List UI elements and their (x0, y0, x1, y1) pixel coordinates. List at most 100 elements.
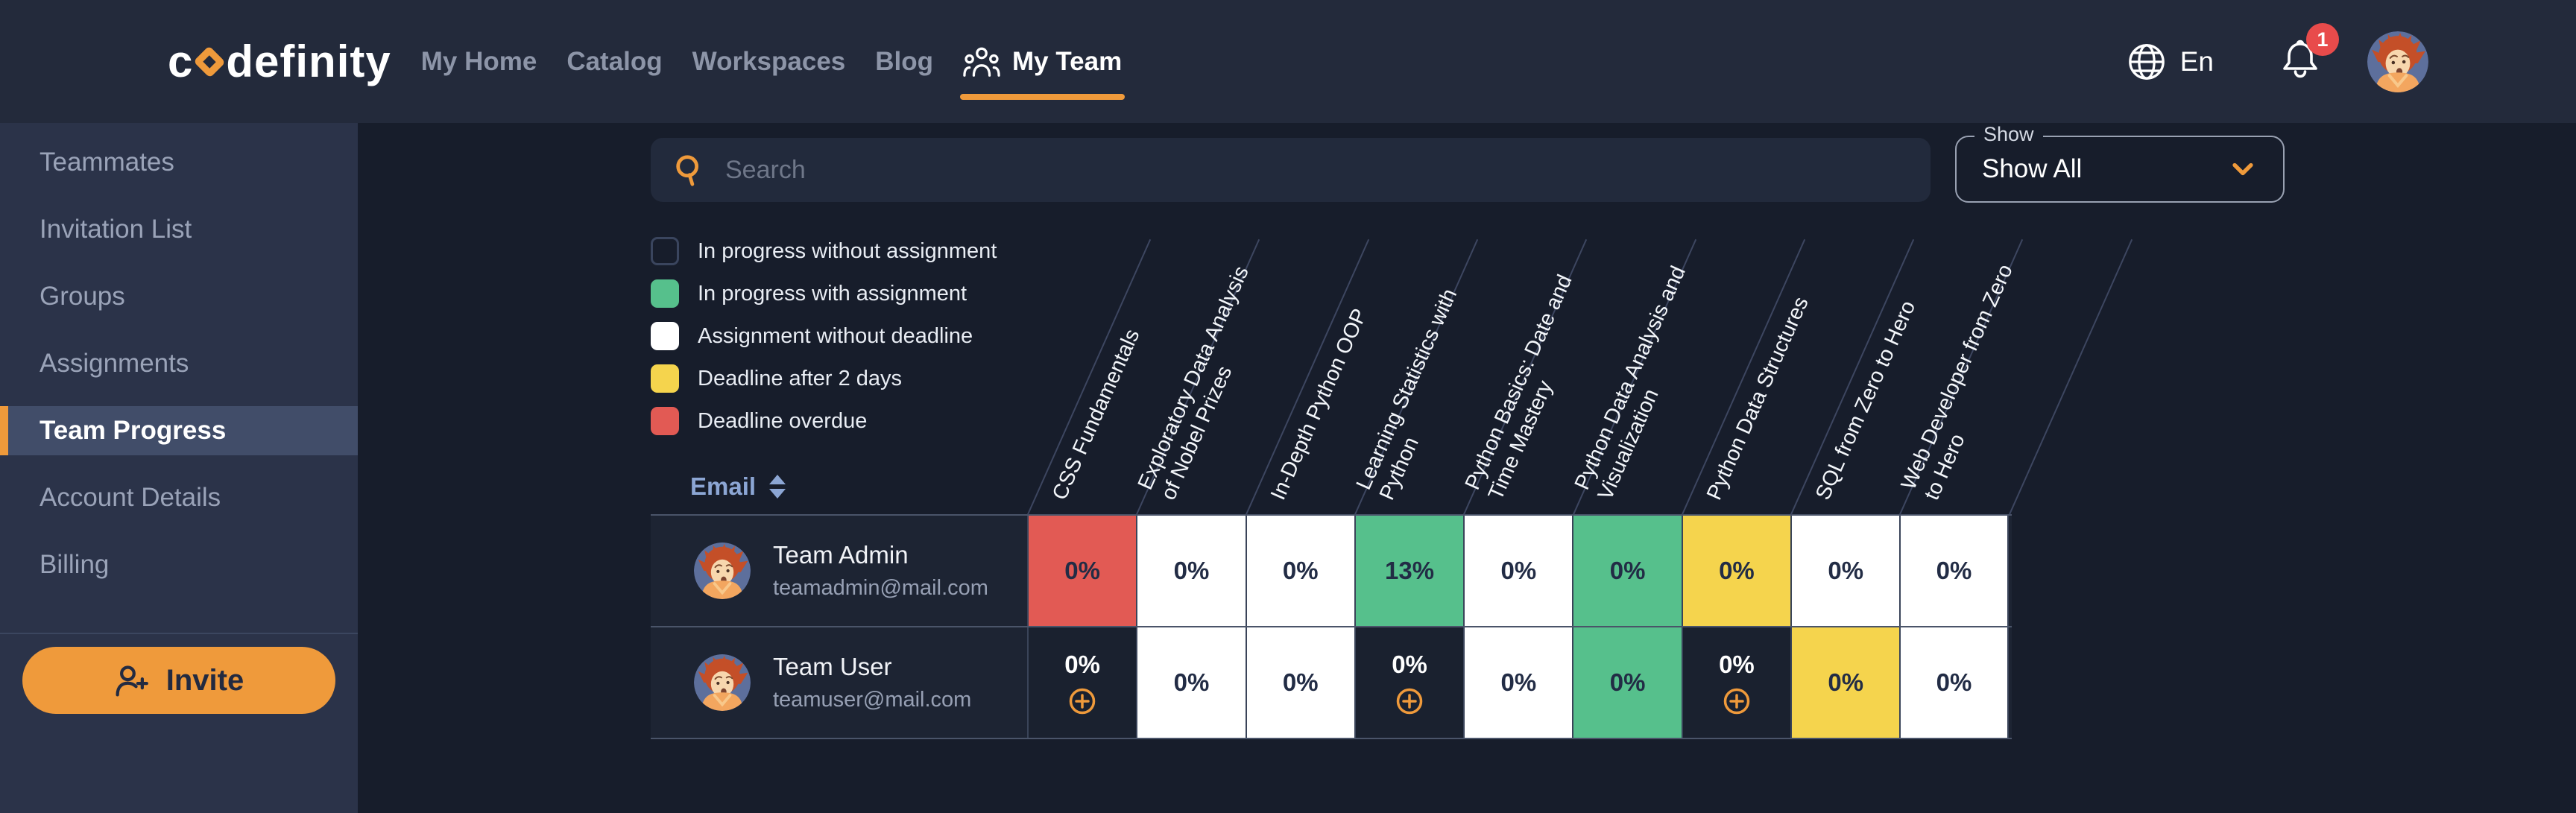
member-avatar (694, 542, 751, 599)
nav-item-catalog[interactable]: Catalog (566, 46, 663, 76)
logo-text-pre: c (168, 37, 194, 86)
legend-item: Deadline overdue (651, 407, 997, 435)
member-meta: Team User teamuser@mail.com (773, 653, 971, 712)
invite-button-label: Invite (165, 663, 244, 697)
invite-button[interactable]: Invite (22, 647, 335, 714)
progress-cell[interactable]: 0% (1136, 516, 1246, 626)
progress-cell[interactable]: 0% (1572, 516, 1682, 626)
legend-swatch (651, 279, 679, 308)
chevron-down-icon (2232, 162, 2253, 176)
row-divider (651, 738, 2012, 739)
column-separator-line (1027, 238, 1152, 515)
progress-cell[interactable]: 0% (1354, 627, 1464, 738)
progress-cell[interactable]: 0% (1027, 516, 1137, 626)
language-label: En (2179, 45, 2214, 77)
progress-value: 0% (1828, 668, 1864, 696)
add-assignment-icon[interactable] (1395, 687, 1424, 715)
progress-value: 0% (1392, 650, 1427, 678)
sidebar-item-assignments[interactable]: Assignments (40, 349, 189, 378)
legend-label: In progress without assignment (698, 238, 997, 263)
member-email: teamadmin@mail.com (773, 576, 988, 600)
sidebar-item-account-details[interactable]: Account Details (40, 483, 221, 512)
nav-item-my-home[interactable]: My Home (420, 46, 537, 76)
row-divider (651, 626, 2012, 627)
progress-cell[interactable]: 0% (1681, 627, 1791, 738)
person-add-icon (116, 665, 148, 697)
legend-item: In progress without assignment (651, 237, 997, 265)
progress-cell[interactable]: 0% (1245, 516, 1354, 626)
nav-left: c definity My Home Catalog Workspaces Bl… (168, 22, 1126, 101)
email-sort-label: Email (690, 472, 757, 500)
progress-cell[interactable]: 13% (1354, 516, 1464, 626)
language-switcher[interactable]: En (2127, 42, 2214, 82)
legend-item: Assignment without deadline (651, 322, 997, 350)
progress-value: 0% (1064, 650, 1100, 678)
table-row: Team Admin teamadmin@mail.com 0% 0% 0% 1… (651, 516, 2012, 626)
member-name: Team Admin (773, 541, 909, 569)
progress-value: 0% (1173, 557, 1210, 584)
sidebar-menu: Teammates Invitation List Groups Assignm… (0, 123, 358, 589)
member-cell[interactable]: Team User teamuser@mail.com (651, 627, 1027, 738)
progress-value: 0% (1173, 668, 1210, 696)
progress-value: 0% (1500, 668, 1537, 696)
nav-item-my-team[interactable]: My Team (960, 22, 1126, 101)
member-name: Team User (773, 653, 892, 680)
progress-value: 0% (1936, 668, 1972, 696)
progress-value: 0% (1500, 557, 1537, 584)
member-avatar (694, 654, 751, 711)
user-avatar[interactable] (2367, 31, 2428, 92)
team-icon (963, 47, 1000, 77)
progress-cell[interactable]: 0% (1790, 516, 1900, 626)
matrix-header: Email CSS Fundamentals Exploratory Data A… (651, 238, 2133, 515)
progress-value: 0% (1828, 557, 1864, 584)
legend-label: Deadline after 2 days (698, 366, 903, 390)
notification-badge: 1 (2306, 23, 2339, 56)
nav-item-label: My Team (1012, 46, 1123, 76)
show-filter-dropdown[interactable]: Show Show All (1955, 123, 2285, 203)
sidebar-item-teammates[interactable]: Teammates (40, 148, 174, 177)
globe-icon (2128, 43, 2165, 80)
sidebar-item-team-progress[interactable]: Team Progress (0, 406, 358, 455)
progress-cell[interactable]: 0% (1245, 627, 1354, 738)
progress-value: 0% (1609, 557, 1646, 584)
legend-item: Deadline after 2 days (651, 364, 997, 393)
progress-cell[interactable]: 0% (1790, 627, 1900, 738)
sidebar-item-invitation-list[interactable]: Invitation List (40, 215, 192, 244)
add-assignment-icon[interactable] (1068, 687, 1096, 715)
progress-cell[interactable]: 0% (1027, 627, 1137, 738)
sidebar-item-billing[interactable]: Billing (40, 550, 110, 579)
show-filter-value: Show All (1982, 154, 2083, 183)
member-email: teamuser@mail.com (773, 688, 972, 712)
progress-value: 13% (1385, 557, 1435, 584)
nav-item-workspaces[interactable]: Workspaces (692, 46, 846, 76)
progress-value: 0% (1719, 557, 1755, 584)
notifications-bell[interactable]: 1 (2279, 23, 2339, 85)
nav-item-blog[interactable]: Blog (875, 46, 934, 76)
add-assignment-icon[interactable] (1723, 687, 1751, 715)
progress-value: 0% (1719, 650, 1755, 678)
sidebar: Teammates Invitation List Groups Assignm… (0, 123, 358, 813)
email-sort-header[interactable]: Email (690, 472, 786, 501)
progress-cell[interactable]: 0% (1572, 627, 1682, 738)
progress-cell[interactable]: 0% (1463, 516, 1573, 626)
progress-cell[interactable]: 0% (1463, 627, 1573, 738)
table-body: Team Admin teamadmin@mail.com 0% 0% 0% 1… (651, 514, 2012, 739)
search-input[interactable] (725, 155, 1908, 185)
legend-item: In progress with assignment (651, 279, 997, 308)
table-row: Team User teamuser@mail.com 0% 0% 0% 0% … (651, 627, 2012, 738)
show-filter-label: Show (1974, 123, 2043, 146)
progress-cell[interactable]: 0% (1899, 516, 2009, 626)
legend-swatch (651, 364, 679, 393)
nav-right: En 1 (2127, 23, 2428, 92)
row-divider (651, 514, 2012, 516)
sidebar-item-groups[interactable]: Groups (40, 282, 125, 311)
progress-value: 0% (1064, 557, 1100, 584)
brand-logo[interactable]: c definity (168, 36, 391, 87)
member-cell[interactable]: Team Admin teamadmin@mail.com (651, 516, 1027, 626)
legend-label: Deadline overdue (698, 408, 868, 433)
sort-icon (769, 475, 786, 499)
progress-cell[interactable]: 0% (1681, 516, 1791, 626)
progress-cell[interactable]: 0% (1136, 627, 1246, 738)
progress-cell[interactable]: 0% (1899, 627, 2009, 738)
search-icon (676, 155, 699, 186)
